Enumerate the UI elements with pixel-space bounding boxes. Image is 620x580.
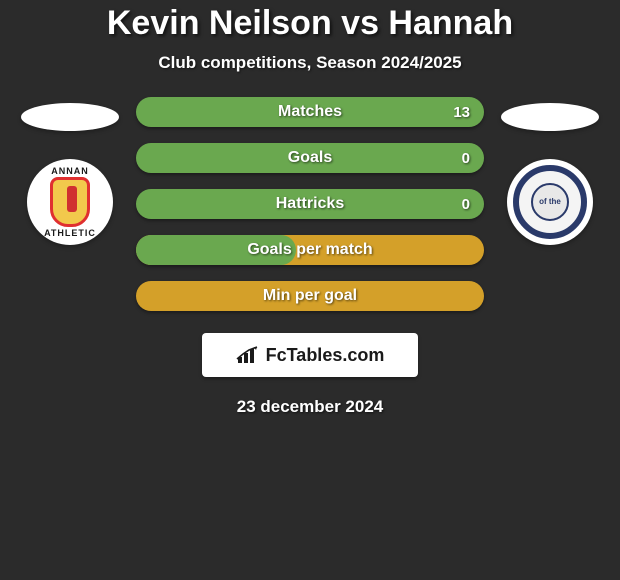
footer: FcTables.com 23 december 2024 [0,333,620,417]
source-logo-text: FcTables.com [266,345,385,366]
main-row: ANNAN ATHLETIC Matches13Goals0Hattricks0… [0,97,620,311]
right-crest-center-text: of the [531,183,569,221]
stat-bar: Goals per match [136,235,484,265]
right-team-crest: of the [507,159,593,245]
bar-label: Goals [136,149,484,167]
stat-bar: Hattricks0 [136,189,484,219]
left-crest-top-text: ANNAN [51,166,89,176]
right-crest-ring-icon: of the [513,165,587,239]
left-crest-shield-icon [50,177,90,227]
left-team-crest: ANNAN ATHLETIC [27,159,113,245]
right-photo-placeholder [501,103,599,131]
page-title: Kevin Neilson vs Hannah [0,4,620,43]
bar-label: Min per goal [136,287,484,305]
bar-value: 0 [462,196,470,213]
stat-bar: Goals0 [136,143,484,173]
subtitle: Club competitions, Season 2024/2025 [0,53,620,73]
right-side: of the [490,97,610,245]
bar-chart-icon [236,345,260,365]
bar-value: 0 [462,150,470,167]
source-logo: FcTables.com [202,333,418,377]
comparison-card: Kevin Neilson vs Hannah Club competition… [0,0,620,417]
bar-label: Hattricks [136,195,484,213]
left-crest-bottom-text: ATHLETIC [44,228,96,238]
date-text: 23 december 2024 [237,397,384,417]
bar-label: Matches [136,103,484,121]
left-side: ANNAN ATHLETIC [10,97,130,245]
stat-bars: Matches13Goals0Hattricks0Goals per match… [130,97,490,311]
stat-bar: Matches13 [136,97,484,127]
left-photo-placeholder [21,103,119,131]
bar-value: 13 [453,104,470,121]
stat-bar: Min per goal [136,281,484,311]
bar-label: Goals per match [136,241,484,259]
